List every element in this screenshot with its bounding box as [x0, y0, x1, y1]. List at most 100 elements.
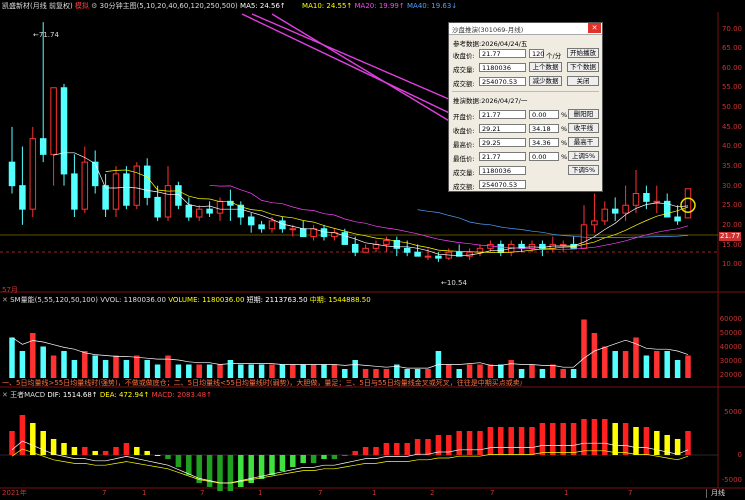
macd-bar — [466, 431, 473, 455]
indicator-name[interactable]: 30分钟主图(5,10,20,40,60,120,250,500) — [99, 2, 238, 10]
open-pct-field[interactable]: 0.00 — [529, 110, 559, 119]
macd-tick: -5000 — [721, 476, 742, 484]
reduce-data-button[interactable]: 减少数据 — [529, 76, 562, 86]
price-tick: 25.00 — [721, 201, 742, 209]
volume-bar — [61, 351, 67, 378]
macd-tick: 0 — [737, 451, 742, 459]
vol-label: 成交量: — [453, 66, 475, 74]
delete-button[interactable]: 删阳阳 — [568, 109, 599, 119]
volume-note: 一、5日均量线>55日均量线时(强势)，不做或做底仓；二、5日均量线<55日均量… — [2, 379, 522, 387]
candle-body — [601, 208, 609, 222]
macd-bar — [477, 431, 483, 455]
candle-body — [393, 240, 401, 249]
annotation-arrow — [271, 13, 457, 126]
volume-bar — [477, 364, 483, 378]
volume-bar — [664, 351, 670, 378]
volume-bar — [404, 369, 410, 378]
macd-indicator-name[interactable]: 王者MACD — [10, 391, 46, 399]
candle-body — [497, 243, 505, 253]
dialog-titlebar[interactable]: 沙盘推演(301069-月线) ✕ — [449, 23, 602, 35]
macd-bar — [61, 443, 67, 455]
open-label: 开盘价: — [453, 113, 475, 121]
sim-amt-field[interactable]: 254070.53 — [479, 180, 526, 189]
highest-button[interactable]: 最高干 — [568, 137, 599, 147]
macd-bar — [633, 427, 639, 455]
macd-bar — [383, 443, 390, 455]
period-selector[interactable]: 月线 — [706, 489, 725, 498]
low-field[interactable]: 21.77 — [479, 152, 526, 161]
speed-field[interactable]: 120 — [529, 49, 544, 58]
high-field[interactable]: 29.25 — [479, 138, 526, 147]
flat-close-button[interactable]: 收平线 — [568, 123, 599, 133]
volume-bar — [217, 364, 223, 378]
down5-button[interactable]: 下调5% — [568, 165, 599, 175]
volume-tick: 60000 — [719, 315, 742, 323]
macd-bar — [290, 455, 296, 467]
volume-tick: 20000 — [719, 371, 742, 379]
volume-bars — [9, 319, 691, 378]
macd-bar — [654, 431, 660, 455]
amt-field[interactable]: 254070.53 — [479, 77, 526, 86]
open-field[interactable]: 21.77 — [479, 110, 526, 119]
sim-flag: 模拟 — [74, 2, 89, 10]
close-field[interactable]: 21.77 — [479, 49, 526, 58]
volume-bar — [300, 364, 306, 378]
candle-body — [674, 216, 681, 222]
volume-bar — [352, 360, 358, 378]
macd-bar — [113, 447, 119, 455]
macd-bar — [664, 435, 670, 455]
macd-value: MACD: 2083.48↑ — [151, 391, 212, 399]
price-tick: 65.00 — [721, 44, 742, 52]
macd-bar — [508, 427, 514, 455]
close-icon: ✕ — [2, 391, 8, 399]
close-button[interactable]: 关闭 — [567, 76, 599, 86]
candle-body — [29, 138, 37, 210]
sim-amt-label: 成交额: — [453, 183, 475, 191]
price-tick: 10.00 — [721, 260, 742, 268]
macd-bar — [300, 455, 306, 463]
volume-header: ✕ SM量能(5,55,120,50,100) VVOL: 1180036.00… — [2, 296, 371, 305]
high-label: ←71.74 — [33, 31, 59, 39]
high-pct-field[interactable]: 34.36 — [529, 138, 559, 147]
candle-body — [435, 255, 442, 259]
close-icon: ✕ — [2, 296, 8, 304]
autoplay-button[interactable]: 开始播放 — [567, 48, 599, 58]
macd-bar — [134, 447, 140, 455]
candle-body — [622, 204, 629, 214]
sim-close-pct-field[interactable]: 34.18 — [529, 124, 559, 133]
candle-body — [91, 161, 99, 187]
volume-bar — [487, 364, 494, 378]
candle-body — [123, 173, 130, 206]
next-data-button[interactable]: 下个数据 — [567, 62, 599, 72]
settings-icon[interactable]: ⚙ — [91, 2, 98, 10]
volume-bar — [238, 364, 244, 378]
vol-field[interactable]: 1180036 — [479, 63, 526, 72]
volume-bar — [674, 360, 681, 378]
sim-close-field[interactable]: 29.21 — [479, 124, 526, 133]
volume-bar — [19, 351, 26, 378]
candle-body — [143, 165, 151, 198]
macd-bar — [279, 455, 286, 471]
ma10-line — [105, 169, 689, 254]
period-label: 57月 — [2, 286, 18, 294]
volume-bar — [414, 369, 421, 378]
sim-vol-field[interactable]: 1180036 — [479, 166, 526, 175]
volume-indicator-name[interactable]: SM量能(5,55,120,50,100) — [10, 296, 98, 304]
macd-bar — [217, 455, 223, 491]
volume-bar — [71, 360, 78, 378]
candle-body — [362, 247, 369, 253]
candle-body — [653, 200, 661, 203]
up5-button[interactable]: 上调5% — [568, 151, 599, 161]
macd-bar — [30, 423, 36, 455]
close-icon[interactable]: ✕ — [588, 23, 601, 33]
volume-bar — [342, 369, 348, 378]
candle-body — [247, 216, 255, 226]
candle-body — [476, 247, 484, 253]
prev-data-button[interactable]: 上个数据 — [529, 62, 562, 72]
time-tick: 7 — [200, 489, 205, 497]
candle-body — [237, 204, 245, 218]
low-pct-field[interactable]: 0.00 — [529, 152, 559, 161]
volume-bar — [612, 351, 618, 378]
volume-bar — [248, 364, 254, 378]
